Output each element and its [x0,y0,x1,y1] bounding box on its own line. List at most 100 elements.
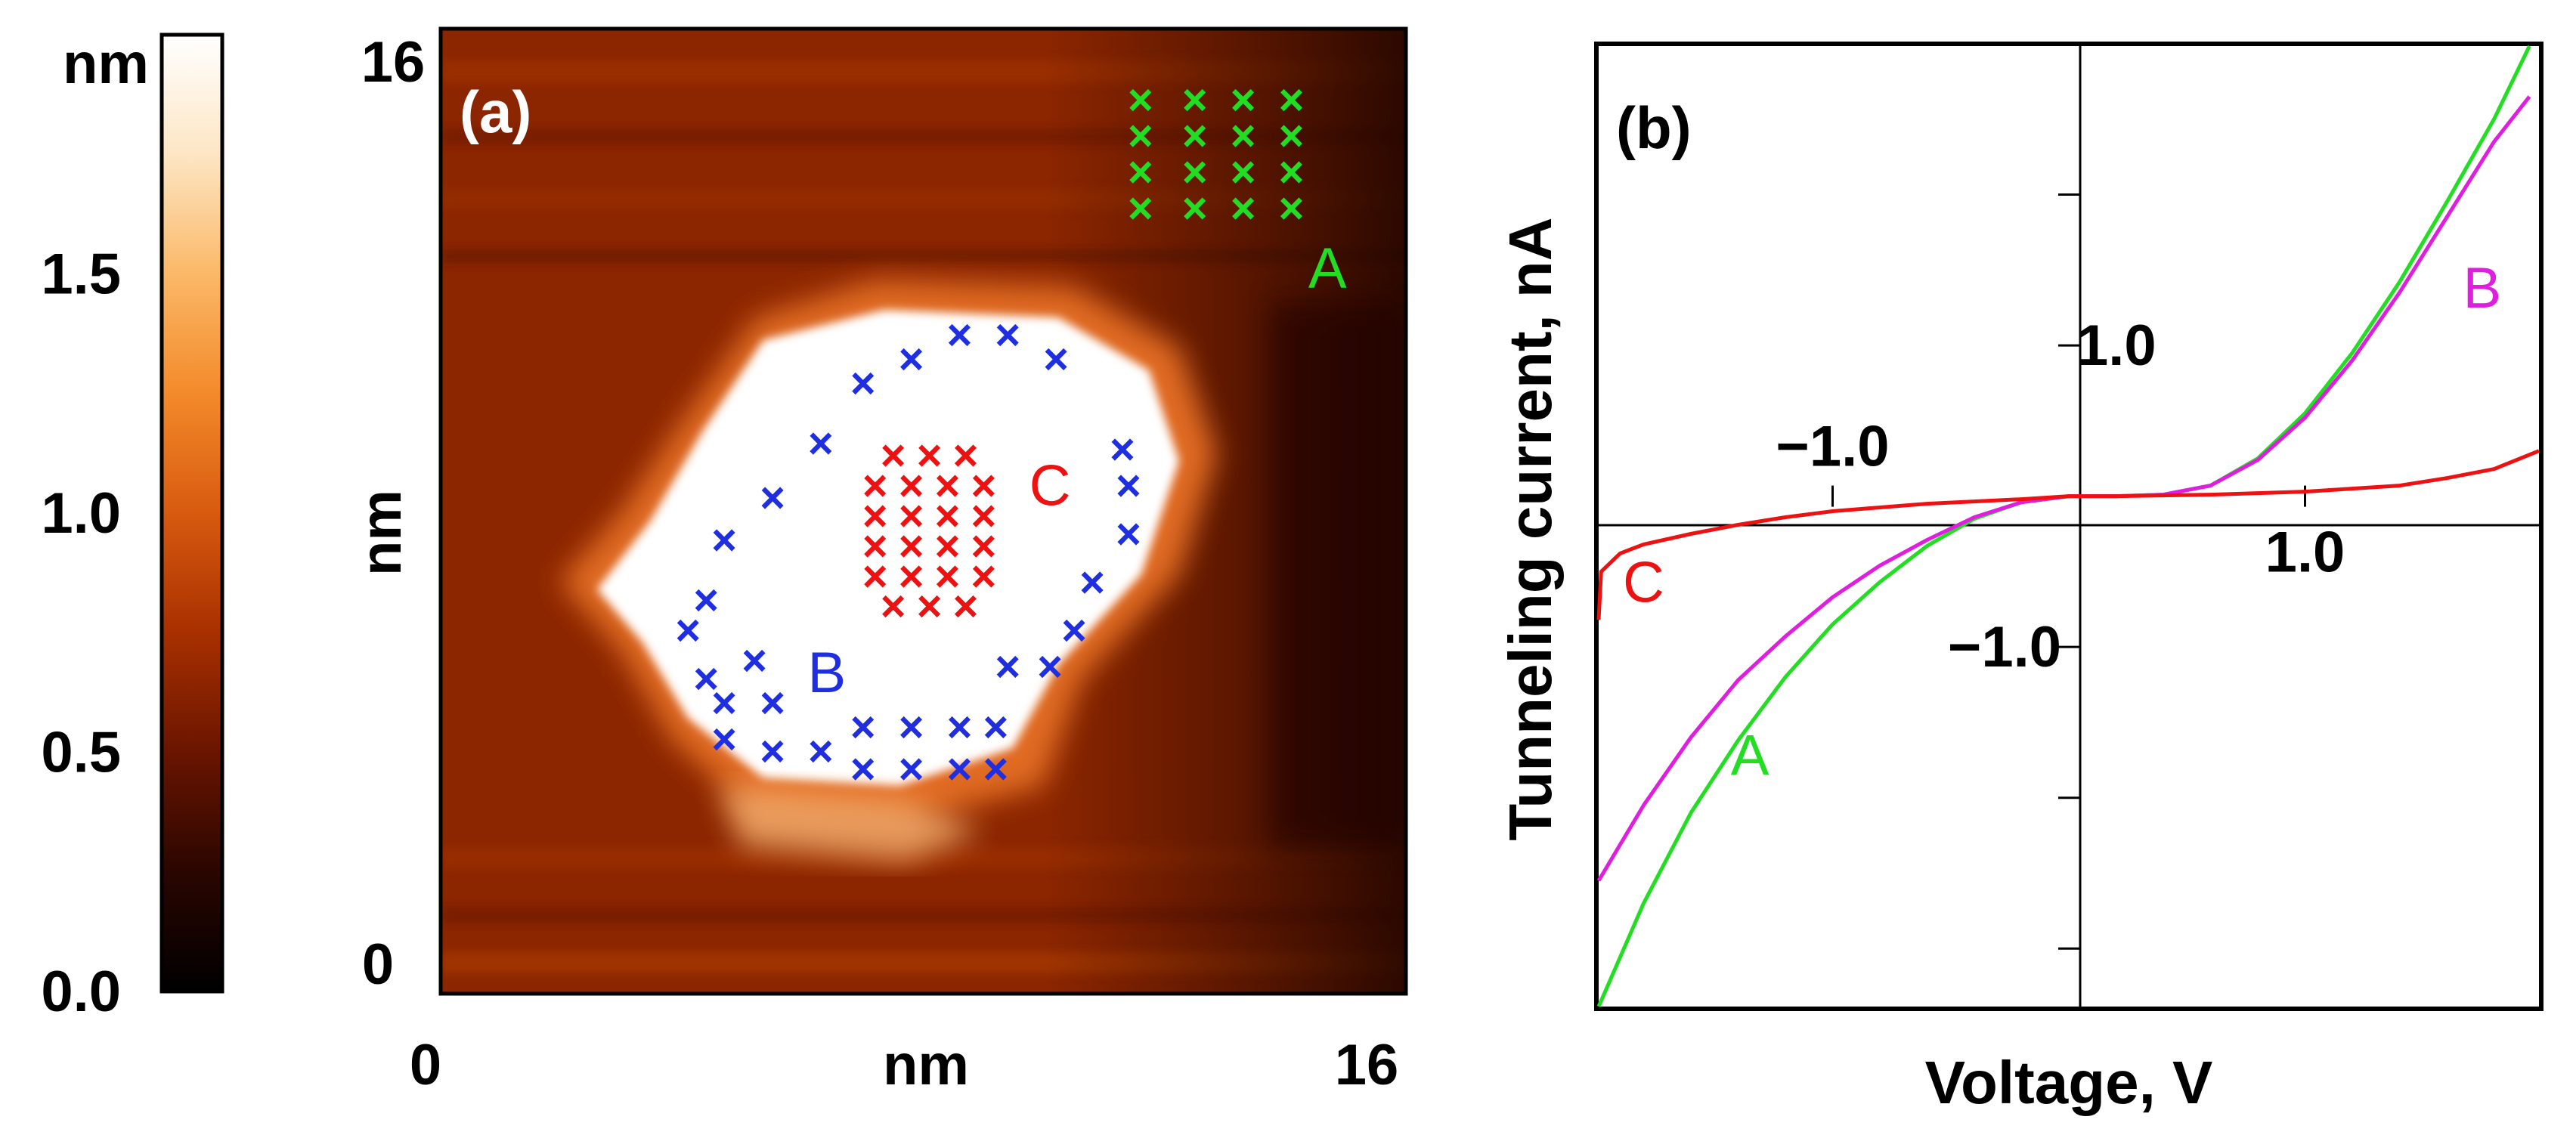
marker-C: × [934,462,960,511]
colorbar-tick-label: 1.5 [41,243,121,307]
marker-B: × [946,311,972,360]
colorbar-unit: nm [63,32,149,96]
marker-B: × [995,311,1020,360]
marker-A: × [1128,112,1153,161]
marker-B: × [899,703,924,752]
marker-B: × [983,703,1008,752]
series-label-layer: A B C [1623,256,2501,787]
series-label-B: B [2463,256,2502,320]
panel-b: A B C −1.0 1.0 1.0 −1.0 (b) Voltage, V Tunnel… [1497,42,2543,1116]
marker-B: × [1116,509,1141,558]
marker-B: × [808,419,834,469]
marker-group-label-B: B [807,641,846,705]
marker-B: × [1116,462,1141,511]
panel-a: (a) × × × ×× × × ×× × × ×× × × ×× ×× ××× ×× ×× ×× ×× ×× × × ××… [349,26,1408,1097]
marker-C: × [862,552,888,601]
marker-C: × [862,521,888,571]
marker-C: × [881,582,906,631]
panel-a-frame [438,26,1408,996]
marker-A: × [1278,148,1304,197]
marker-C: × [917,582,943,631]
marker-B: × [946,745,972,794]
series-layer [1596,45,2540,1007]
series-line-C [1596,449,2540,620]
marker-group-label-C: C [1029,454,1071,518]
marker-A: × [1278,184,1304,233]
marker-B: × [760,474,785,523]
marker-B: × [1043,335,1069,384]
marker-group-label-A: A [1308,237,1347,301]
x-tick-label: 1.0 [2265,521,2345,585]
marker-A: × [1231,112,1256,161]
marker-B: × [711,715,737,764]
marker-C: × [899,492,924,541]
marker-C: × [952,582,978,631]
marker-B: × [675,606,701,655]
marker-C: × [934,492,960,541]
marker-C: × [917,431,943,481]
marker-C: × [971,462,996,511]
marker-C: × [934,552,960,601]
colorbar-tick-label: 0.5 [41,721,121,785]
panel-b-ylabel: Tunneling current, nA [1497,217,1564,840]
panel-a-ylabel: nm [349,490,413,576]
marker-A: × [1278,76,1304,125]
panel-a-ytick-bottom: 0 [362,932,394,997]
panel-a-xtick-left: 0 [410,1033,441,1097]
colorbar-tick-labels: 0.0 0.5 1.0 1.5 [41,243,121,1025]
marker-B: × [742,636,767,685]
marker-B: × [995,642,1020,691]
axis-tick-labels: −1.0 1.0 1.0 −1.0 [1776,314,2345,679]
marker-B: × [711,679,737,728]
marker-B: × [946,703,972,752]
marker-B: × [1037,642,1063,691]
y-tick-label: 1.0 [2076,314,2156,378]
marker-A: × [1231,148,1256,197]
panel-a-label: (a) [460,79,531,145]
colorbar: nm 0.0 0.5 1.0 1.5 [41,32,224,1025]
marker-B: × [693,576,719,625]
panel-b-label: (b) [1616,94,1692,161]
marker-layer: × × × ×× × × ×× × × ×× × × ×× ×× ××× ×× ×× ×× ×× ×× × × ×× ×× × ×… [675,76,1304,794]
x-tick-label: −1.0 [1776,415,1889,479]
marker-A: × [1128,76,1153,125]
marker-C: × [952,431,978,481]
marker-B: × [760,727,785,776]
marker-label-layer: A B C [807,237,1346,705]
marker-A: × [1182,112,1208,161]
marker-B: × [850,703,876,752]
marker-C: × [971,492,996,541]
panel-a-xtick-right: 16 [1335,1033,1399,1097]
marker-A: × [1182,76,1208,125]
colorbar-tick-label: 1.0 [41,481,121,546]
y-tick-label: −1.0 [1948,615,2061,679]
marker-B: × [850,359,876,408]
marker-A: × [1182,148,1208,197]
axis-ticks [1595,42,2543,950]
marker-A: × [1231,184,1256,233]
series-label-A: A [1731,724,1769,788]
marker-A: × [1182,184,1208,233]
marker-C: × [862,462,888,511]
marker-B: × [693,654,719,704]
marker-A: × [1278,112,1304,161]
series-label-C: C [1623,550,1664,614]
colorbar-gradient [159,32,224,994]
marker-C: × [971,521,996,571]
colorbar-tick-label: 0.0 [41,960,121,1024]
topography-map [441,29,1406,994]
marker-A: × [1128,184,1153,233]
marker-B: × [899,335,924,384]
marker-C: × [862,492,888,541]
marker-B: × [899,745,924,794]
marker-B: × [1079,558,1105,607]
marker-B: × [711,515,737,564]
marker-B: × [850,745,876,794]
panel-a-xlabel: nm [883,1033,969,1097]
marker-C: × [881,431,906,481]
marker-B: × [760,679,785,728]
marker-C: × [934,521,960,571]
marker-B: × [808,727,834,776]
marker-B: × [983,745,1008,794]
